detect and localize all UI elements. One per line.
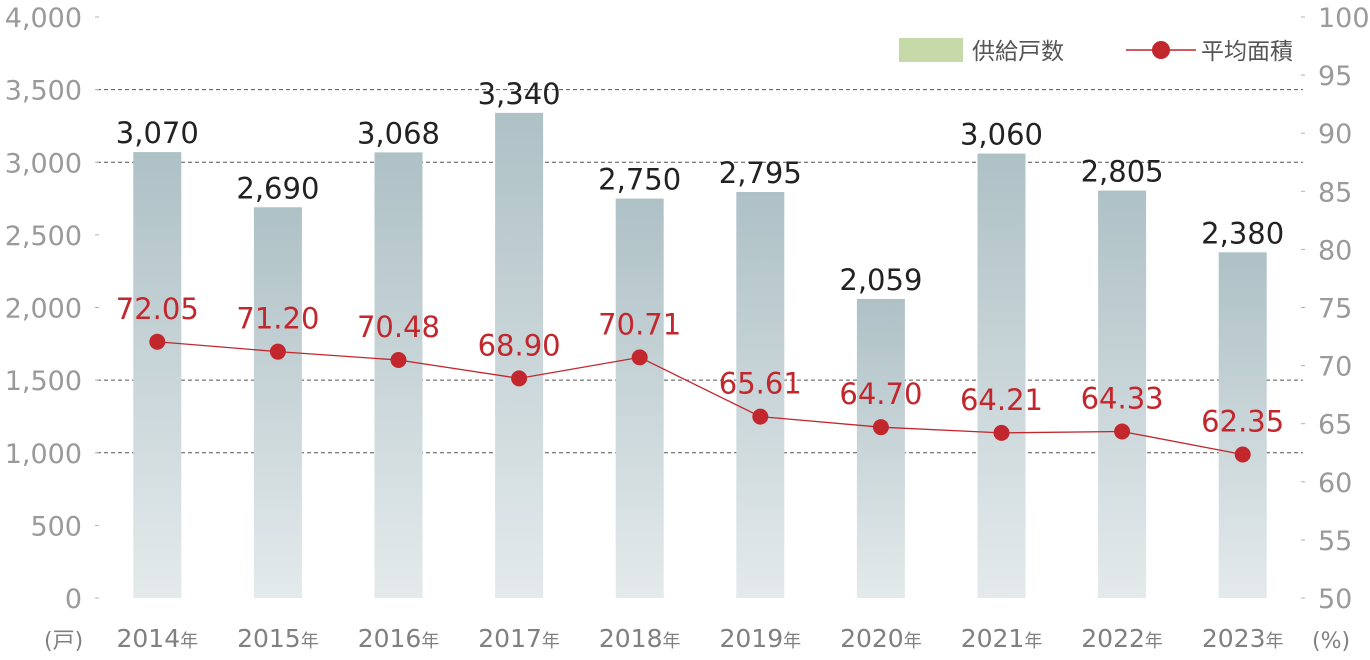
left-axis-tick-label: 1,500 (5, 366, 82, 397)
legend-bar-label: 供給戸数 (972, 39, 1064, 65)
line-point (631, 349, 648, 366)
right-axis-unit: (%) (1312, 629, 1350, 654)
bar-value-label: 2,795 (719, 156, 802, 190)
x-axis-tick-label: 2023年 (1202, 624, 1284, 653)
x-axis-tick-label: 2018年 (599, 624, 681, 653)
line-point (1234, 446, 1251, 463)
x-axis-tick-label: 2019年 (719, 624, 801, 653)
left-axis-tick-label: 2,500 (5, 221, 82, 252)
bar (736, 192, 785, 598)
bar (253, 207, 302, 598)
legend-bar-swatch (899, 38, 963, 62)
bar (1218, 252, 1267, 598)
right-axis-tick-label: 85 (1318, 177, 1352, 208)
left-axis-unit: (戸) (44, 629, 83, 654)
bar (495, 112, 544, 599)
bar (977, 153, 1026, 598)
line-point (269, 343, 286, 360)
line-point (511, 370, 528, 387)
x-axis-tick-label: 2022年 (1081, 624, 1163, 653)
line-value-label: 71.20 (236, 302, 319, 336)
data-labels: 3,070 2,690 3,068 3,340 2,750 2,795 2,059 3,060… (116, 77, 1284, 439)
line-value-label: 70.71 (598, 307, 681, 341)
left-axis-tick-label: 3,500 (5, 76, 82, 107)
right-axis-tick-label: 50 (1318, 584, 1352, 615)
left-axis-tick-label: 4,000 (5, 3, 82, 34)
legend: 供給戸数 平均面積 (899, 38, 1293, 65)
left-axis-tick-label: 1,000 (5, 439, 82, 470)
bar-value-label: 2,750 (598, 163, 681, 197)
right-axis-tick-label: 65 (1318, 410, 1352, 441)
line-point (149, 333, 166, 350)
right-axis-tick-label: 75 (1318, 294, 1352, 325)
line-value-label: 68.90 (478, 328, 561, 362)
bar (1098, 190, 1147, 599)
bar-value-label: 2,690 (236, 171, 319, 205)
line-path (157, 341, 1243, 456)
right-axis-tick-label: 90 (1318, 119, 1352, 150)
line-value-label: 65.61 (719, 367, 802, 401)
right-axis-tick-label: 95 (1318, 61, 1352, 92)
x-axis-tick-label: 2021年 (961, 624, 1043, 653)
bar (615, 198, 664, 598)
right-axis-tick-label: 80 (1318, 235, 1352, 266)
line-value-label: 64.33 (1081, 381, 1164, 415)
legend-line-label: 平均面積 (1201, 39, 1293, 65)
left-axis-tick-label: 2,000 (5, 294, 82, 325)
line-value-label: 64.21 (960, 383, 1043, 417)
line-point (752, 408, 769, 425)
bar (856, 298, 905, 598)
line-value-label: 64.70 (839, 377, 922, 411)
line-point (993, 424, 1010, 441)
right-axis-tick-label: 55 (1318, 526, 1352, 557)
x-axis-tick-label: 2017年 (478, 624, 560, 653)
bar (133, 152, 182, 598)
line-value-label: 72.05 (116, 292, 199, 326)
x-axis-tick-label: 2020年 (840, 624, 922, 653)
bar-value-label: 3,060 (960, 118, 1043, 152)
bar (374, 152, 423, 599)
left-axis-tick-label: 0 (65, 584, 82, 615)
line-value-label: 62.35 (1201, 404, 1284, 438)
bar-value-label: 3,068 (357, 116, 440, 150)
x-axis-tick-label: 2015年 (237, 624, 319, 653)
bar-series (133, 112, 1267, 599)
left-axis-tick-label: 3,000 (5, 148, 82, 179)
bar-value-label: 2,059 (839, 263, 922, 297)
legend-line-marker (1152, 41, 1170, 59)
bar-value-label: 2,805 (1081, 155, 1164, 189)
x-axis-tick-label: 2016年 (358, 624, 440, 653)
right-axis-tick-label: 70 (1318, 352, 1352, 383)
bar-value-label: 3,070 (116, 116, 199, 150)
bar-value-label: 2,380 (1201, 216, 1284, 250)
bar-value-label: 3,340 (478, 77, 561, 111)
line-point (390, 352, 407, 369)
right-axis-tick-label: 100 (1318, 3, 1370, 34)
line-series (149, 333, 1251, 463)
right-axis-tick-label: 60 (1318, 468, 1352, 499)
line-point (1114, 423, 1131, 440)
axes: 0 500 1,000 1,500 2,000 2,500 3,000 3,500 4,000 5… (5, 3, 1370, 653)
left-axis-tick-label: 500 (30, 511, 82, 542)
x-axis-tick-label: 2014年 (116, 624, 198, 653)
line-value-label: 70.48 (357, 310, 440, 344)
line-point (872, 419, 889, 436)
